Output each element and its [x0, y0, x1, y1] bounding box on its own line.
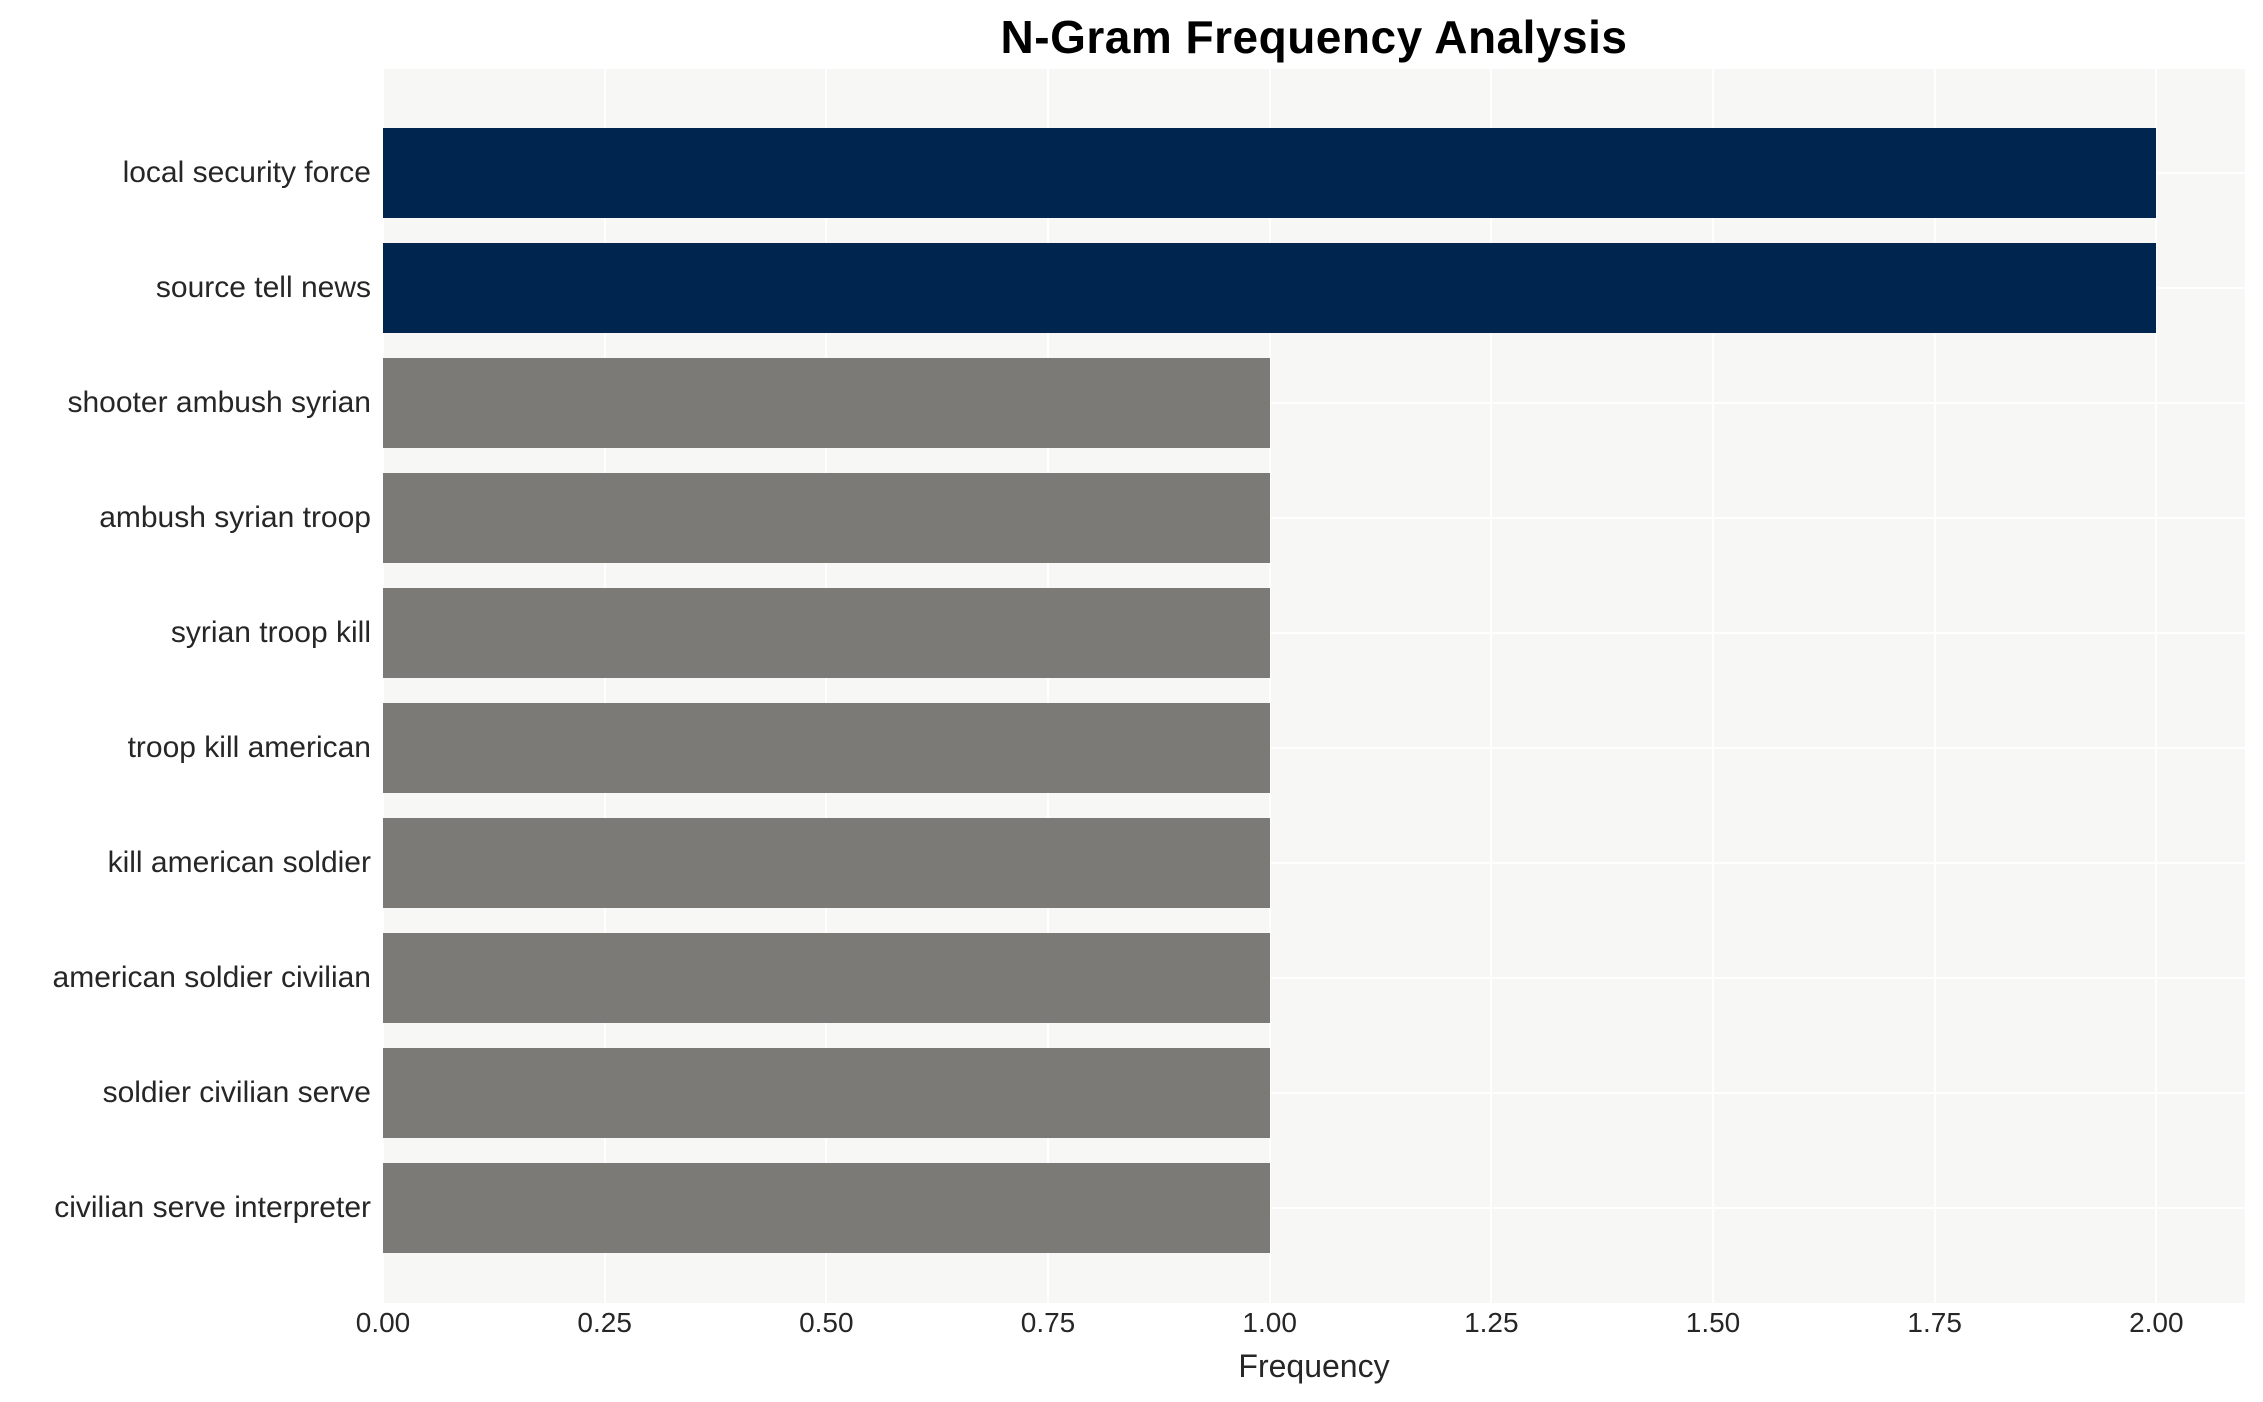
- vertical-gridline: [1490, 69, 1493, 1303]
- x-tick-label: 1.00: [1242, 1307, 1297, 1338]
- bar-american-soldier-civilian: [383, 933, 1270, 1023]
- horizontal-gridline: [383, 632, 2245, 634]
- x-tick-label: 1.50: [1685, 1307, 1741, 1338]
- bar-shooter-ambush-syrian: [383, 358, 1270, 448]
- x-axis-ticks: 0.00 0.25 0.50 0.75 1.00 1.25 1.50 1.75 2.00: [356, 1307, 2245, 1347]
- bar-troop-kill-american: [383, 703, 1270, 793]
- x-tick-label: 1.25: [1464, 1307, 1519, 1338]
- x-tick-label: 1.75: [1907, 1307, 1962, 1338]
- y-tick-label: ambush syrian troop: [99, 501, 371, 534]
- bar-soldier-civilian-serve: [383, 1048, 1270, 1138]
- x-axis-label: Frequency: [1238, 1348, 1390, 1384]
- vertical-gridline: [603, 69, 606, 1303]
- x-tick-label: 0.50: [799, 1307, 854, 1338]
- plot-area: [383, 69, 2245, 1303]
- horizontal-gridline: [383, 402, 2245, 404]
- y-tick-label: shooter ambush syrian: [67, 386, 372, 419]
- horizontal-gridline: [383, 517, 2245, 519]
- y-tick-label: soldier civilian serve: [102, 1076, 371, 1109]
- chart-body: local security force source tell news shoo…: [0, 69, 2263, 1303]
- chart-title: N-Gram Frequency Analysis: [1000, 11, 1628, 63]
- x-tick-label: 0.00: [355, 1307, 411, 1338]
- horizontal-gridline: [383, 977, 2245, 979]
- horizontal-gridline: [383, 862, 2245, 864]
- y-tick-label: kill american soldier: [107, 846, 371, 879]
- vertical-gridline: [2155, 69, 2158, 1303]
- vertical-gridline: [383, 69, 384, 1303]
- x-tick-label: 0.25: [577, 1307, 632, 1338]
- y-tick-label: troop kill american: [127, 731, 371, 764]
- vertical-gridline: [1933, 69, 1936, 1303]
- bar-ambush-syrian-troop: [383, 473, 1270, 563]
- vertical-gridline: [1268, 69, 1271, 1303]
- y-tick-label: source tell news: [155, 271, 371, 304]
- y-tick-label: local security force: [122, 156, 371, 189]
- horizontal-gridline: [383, 1207, 2245, 1209]
- x-tick-label: 0.75: [1020, 1307, 1076, 1338]
- horizontal-gridline: [383, 1092, 2245, 1094]
- bar-kill-american-soldier: [383, 818, 1270, 908]
- bar-syrian-troop-kill: [383, 588, 1270, 678]
- vertical-gridline: [1047, 69, 1049, 1303]
- vertical-gridline: [825, 69, 828, 1303]
- bar-local-security-force: [383, 128, 2157, 218]
- y-axis-labels: local security force source tell news shoo…: [0, 69, 371, 1303]
- y-tick-label: civilian serve interpreter: [54, 1191, 371, 1224]
- x-tick-label: 2.00: [2129, 1307, 2184, 1338]
- bar-civilian-serve-interpreter: [383, 1163, 1270, 1253]
- y-tick-label: american soldier civilian: [52, 961, 371, 994]
- bar-source-tell-news: [383, 243, 2157, 333]
- horizontal-gridline: [383, 747, 2245, 749]
- vertical-gridline: [1712, 69, 1714, 1303]
- y-tick-label: syrian troop kill: [170, 616, 371, 649]
